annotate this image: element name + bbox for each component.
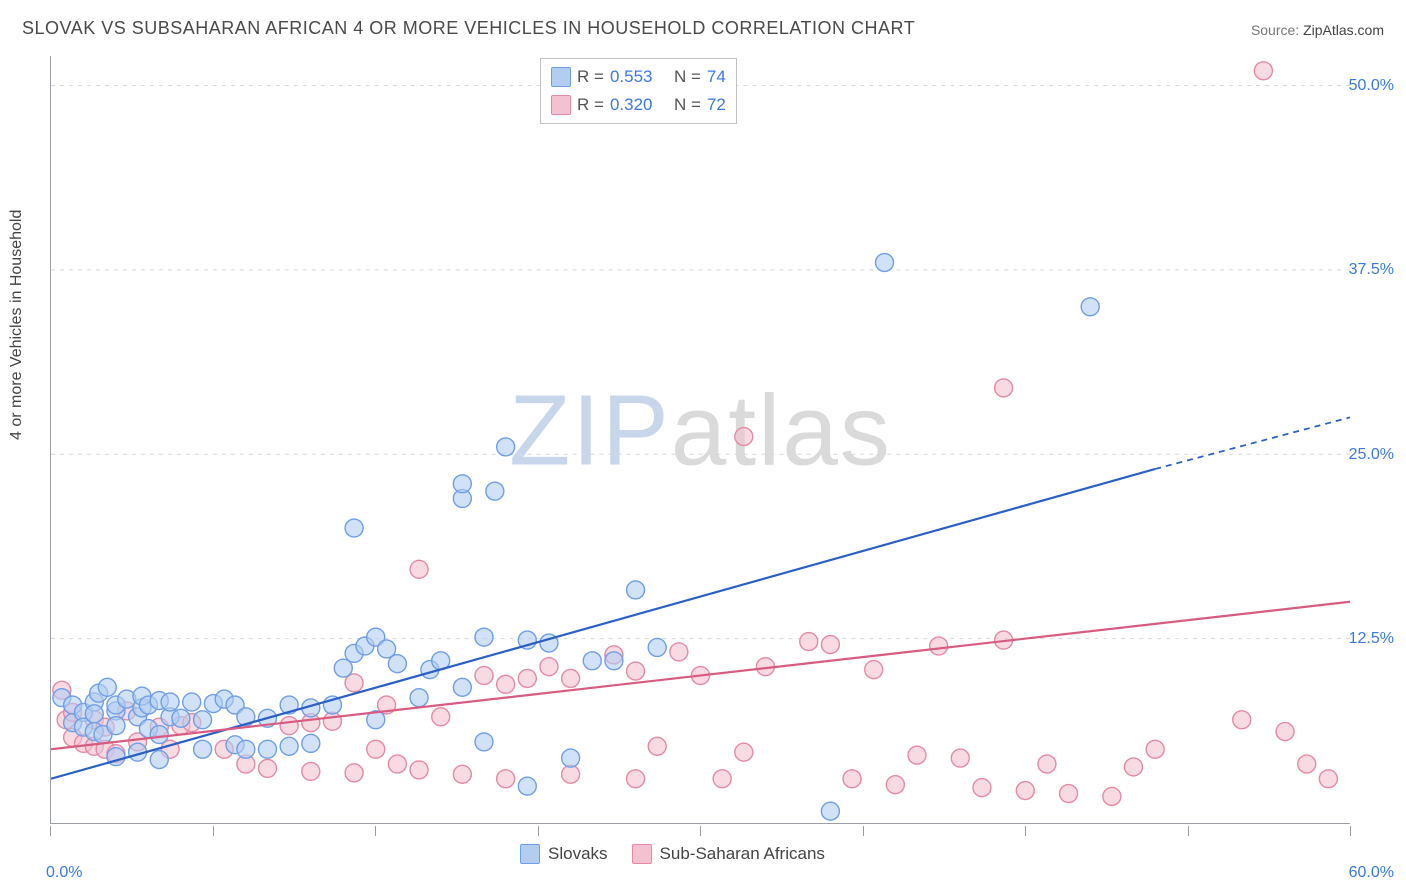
x-tick [538, 826, 539, 836]
y-tick-label: 12.5% [1349, 630, 1394, 648]
x-tick [1350, 826, 1351, 836]
legend-label-1: Sub-Saharan Africans [660, 844, 825, 864]
n-label: N = [674, 67, 701, 87]
r-label: R = [577, 67, 604, 87]
swatch-series-1-b [632, 844, 652, 864]
x-tick [700, 826, 701, 836]
chart-svg [51, 56, 1350, 823]
legend-series: Slovaks Sub-Saharan Africans [520, 844, 825, 864]
source-label: Source: [1251, 22, 1299, 38]
y-axis-title: 4 or more Vehicles in Household [8, 210, 26, 440]
legend-stats-row-0: R = 0.553 N = 74 [551, 63, 726, 91]
x-tick-label-min: 0.0% [46, 864, 82, 882]
source-value: ZipAtlas.com [1303, 22, 1384, 38]
swatch-series-0-b [520, 844, 540, 864]
n-value-0: 74 [707, 67, 726, 87]
r-label: R = [577, 95, 604, 115]
y-tick-label: 50.0% [1349, 77, 1394, 95]
legend-stats: R = 0.553 N = 74 R = 0.320 N = 72 [540, 58, 737, 124]
swatch-series-0 [551, 67, 571, 87]
x-tick [50, 826, 51, 836]
legend-item-0: Slovaks [520, 844, 608, 864]
plot-area: ZIPatlas [50, 56, 1350, 824]
x-tick [1025, 826, 1026, 836]
x-ticks [50, 824, 1350, 836]
y-tick-label: 25.0% [1349, 446, 1394, 464]
legend-item-1: Sub-Saharan Africans [632, 844, 825, 864]
y-tick-label: 37.5% [1349, 261, 1394, 279]
legend-label-0: Slovaks [548, 844, 608, 864]
legend-stats-row-1: R = 0.320 N = 72 [551, 91, 726, 119]
x-tick [213, 826, 214, 836]
source-credit: Source: ZipAtlas.com [1251, 22, 1384, 38]
chart-title: SLOVAK VS SUBSAHARAN AFRICAN 4 OR MORE V… [22, 18, 915, 39]
x-tick-label-max: 60.0% [1349, 864, 1394, 882]
swatch-series-1 [551, 95, 571, 115]
n-label: N = [674, 95, 701, 115]
x-tick [375, 826, 376, 836]
x-tick [1188, 826, 1189, 836]
n-value-1: 72 [707, 95, 726, 115]
x-tick [863, 826, 864, 836]
r-value-0: 0.553 [610, 67, 653, 87]
r-value-1: 0.320 [610, 95, 653, 115]
